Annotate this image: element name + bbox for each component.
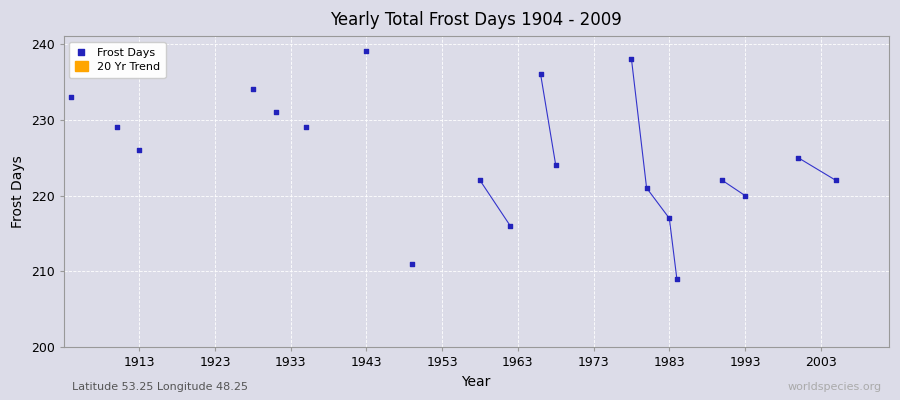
Point [716, 177, 730, 184]
Point [791, 154, 806, 161]
Point [246, 86, 260, 92]
Point [738, 192, 752, 199]
Point [548, 162, 562, 168]
Point [534, 71, 548, 77]
Point [299, 124, 313, 130]
Point [132, 147, 147, 153]
Point [268, 109, 283, 115]
Text: worldspecies.org: worldspecies.org [788, 382, 882, 392]
X-axis label: Year: Year [462, 375, 490, 389]
Point [359, 48, 374, 54]
Point [662, 215, 677, 222]
Point [503, 223, 517, 229]
Y-axis label: Frost Days: Frost Days [11, 155, 25, 228]
Point [639, 185, 653, 191]
Point [110, 124, 124, 130]
Point [472, 177, 487, 184]
Point [405, 261, 419, 267]
Text: Latitude 53.25 Longitude 48.25: Latitude 53.25 Longitude 48.25 [72, 382, 248, 392]
Point [829, 177, 843, 184]
Legend: Frost Days, 20 Yr Trend: Frost Days, 20 Yr Trend [69, 42, 166, 78]
Point [625, 56, 639, 62]
Title: Yearly Total Frost Days 1904 - 2009: Yearly Total Frost Days 1904 - 2009 [330, 11, 622, 29]
Point [64, 94, 78, 100]
Point [670, 276, 684, 282]
